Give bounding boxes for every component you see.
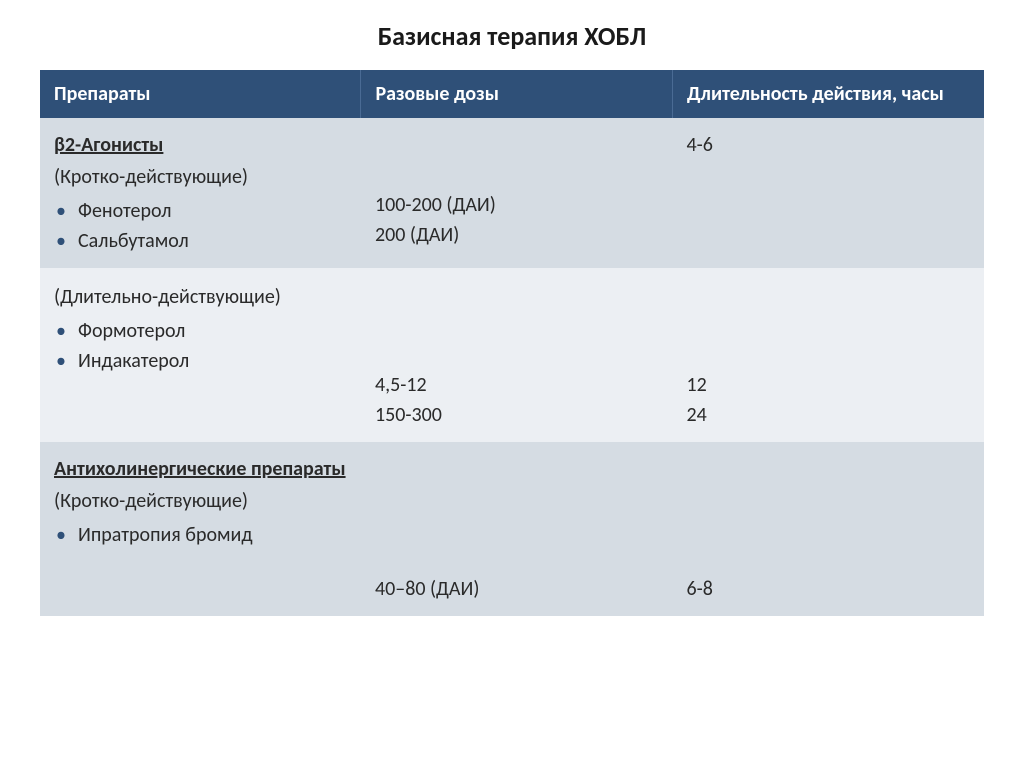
- col-header-drugs: Препараты: [40, 70, 361, 118]
- group-title: Антихолинергические препараты: [54, 457, 346, 481]
- page-title: Базисная терапия ХОБЛ: [40, 20, 984, 52]
- list-item: Индакатерол: [56, 346, 347, 376]
- group-subtitle: (Кротко-действующие): [54, 162, 347, 192]
- cell-duration: 12 24: [672, 268, 984, 442]
- table-row: Антихолинергические препараты (Кротко-де…: [40, 442, 984, 616]
- group-subtitle: (Кротко-действующие): [54, 486, 347, 516]
- cell-drugs: β2-Агонисты (Кротко-действующие) Фенотер…: [40, 118, 361, 268]
- table-row: β2-Агонисты (Кротко-действующие) Фенотер…: [40, 118, 984, 268]
- group-title: β2-Агонисты: [54, 133, 163, 157]
- cell-duration: 4-6: [672, 118, 984, 268]
- cell-drugs: (Длительно-действующие) Формотерол Индак…: [40, 268, 361, 442]
- list-item: Ипратропия бромид: [56, 520, 347, 550]
- group-subtitle: (Длительно-действующие): [54, 282, 347, 312]
- table-header-row: Препараты Разовые дозы Длительность дейс…: [40, 70, 984, 118]
- therapy-table: Препараты Разовые дозы Длительность дейс…: [40, 70, 984, 616]
- drug-list: Формотерол Индакатерол: [54, 316, 347, 376]
- cell-dose: 100-200 (ДАИ) 200 (ДАИ): [361, 118, 673, 268]
- list-item: Формотерол: [56, 316, 347, 346]
- list-item: Фенотерол: [56, 196, 347, 226]
- drug-list: Ипратропия бромид: [54, 520, 347, 550]
- cell-duration: 6-8: [672, 442, 984, 616]
- cell-drugs: Антихолинергические препараты (Кротко-де…: [40, 442, 361, 616]
- col-header-dose: Разовые дозы: [361, 70, 673, 118]
- col-header-duration: Длительность действия, часы: [672, 70, 984, 118]
- list-item: Сальбутамол: [56, 226, 347, 256]
- drug-list: Фенотерол Сальбутамол: [54, 196, 347, 256]
- cell-dose: 4,5-12 150-300: [361, 268, 673, 442]
- cell-dose: 40–80 (ДАИ): [361, 442, 673, 616]
- table-row: (Длительно-действующие) Формотерол Индак…: [40, 268, 984, 442]
